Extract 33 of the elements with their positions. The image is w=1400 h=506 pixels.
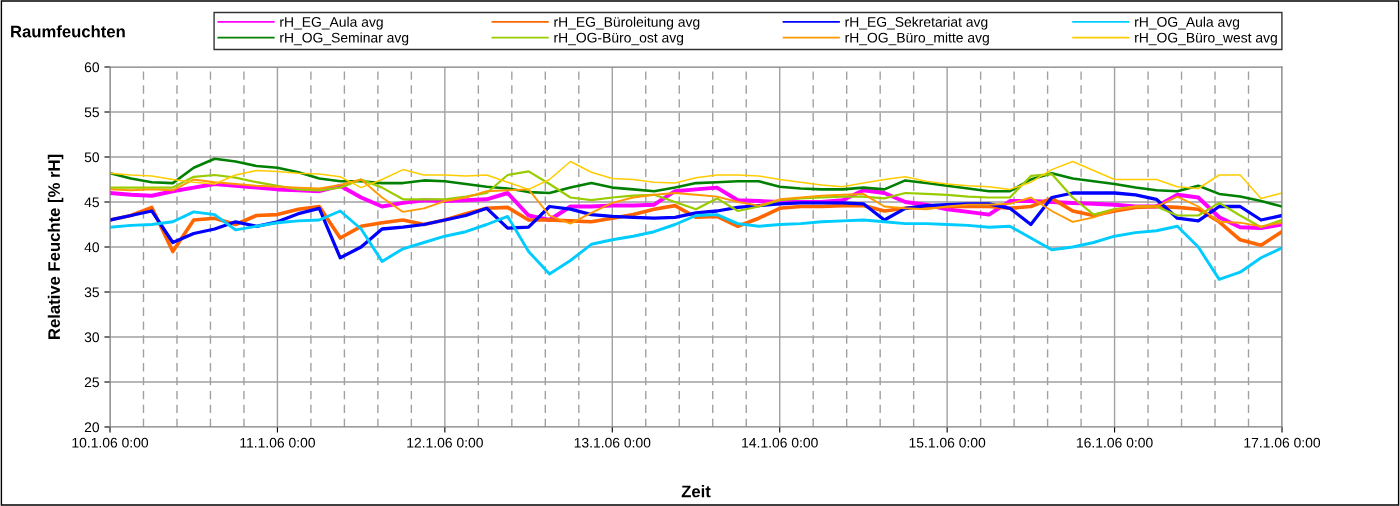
chart-title: Raumfeuchten bbox=[11, 25, 125, 38]
legend-label: rH_OG-Büro_ost avg bbox=[554, 32, 684, 46]
legend-label: rH_OG_Seminar avg bbox=[280, 32, 409, 46]
x-tick-label: 13.1.06 0:00 bbox=[574, 437, 651, 448]
legend-label: rH_EG_Aula avg bbox=[280, 16, 383, 30]
y-axis-title: Relative Feuchte [% rH] bbox=[47, 154, 64, 339]
x-tick-label: 14.1.06 0:00 bbox=[742, 437, 818, 448]
legend-label: rH_EG_Büroleitung avg bbox=[554, 16, 700, 30]
x-tick-label: 16.1.06 0:00 bbox=[1077, 437, 1153, 448]
line-series bbox=[110, 191, 1282, 260]
y-tick-label: 35 bbox=[84, 287, 99, 298]
x-tick-label: 11.1.06 0:00 bbox=[240, 437, 315, 448]
y-tick-label: 40 bbox=[84, 242, 100, 253]
line-series bbox=[110, 160, 1282, 200]
legend-label: rH_OG_Aula avg bbox=[1135, 16, 1240, 30]
y-tick-label: 50 bbox=[84, 152, 100, 163]
y-tick-label: 60 bbox=[84, 62, 100, 73]
x-tick-label: 12.1.06 0:00 bbox=[407, 437, 483, 448]
y-tick-label: 55 bbox=[84, 107, 99, 118]
line-series bbox=[110, 170, 1282, 229]
y-tick-label: 25 bbox=[84, 377, 99, 388]
x-tick-label: 15.1.06 0:00 bbox=[909, 437, 986, 448]
x-tick-label: 10.1.06 0:00 bbox=[72, 437, 149, 448]
line-series bbox=[110, 209, 1282, 281]
legend-label: rH_OG_Büro_west avg bbox=[1135, 32, 1277, 46]
legend-label: rH_EG_Sekretariat avg bbox=[845, 16, 988, 30]
y-tick-label: 30 bbox=[84, 332, 100, 343]
x-axis-title: Zeit bbox=[681, 485, 711, 498]
legend-label: rH_OG_Büro_mitte avg bbox=[845, 32, 989, 46]
line-series bbox=[110, 157, 1282, 208]
y-tick-label: 45 bbox=[84, 197, 99, 208]
y-tick-label: 20 bbox=[84, 422, 100, 433]
x-tick-label: 17.1.06 0:00 bbox=[1244, 437, 1321, 448]
